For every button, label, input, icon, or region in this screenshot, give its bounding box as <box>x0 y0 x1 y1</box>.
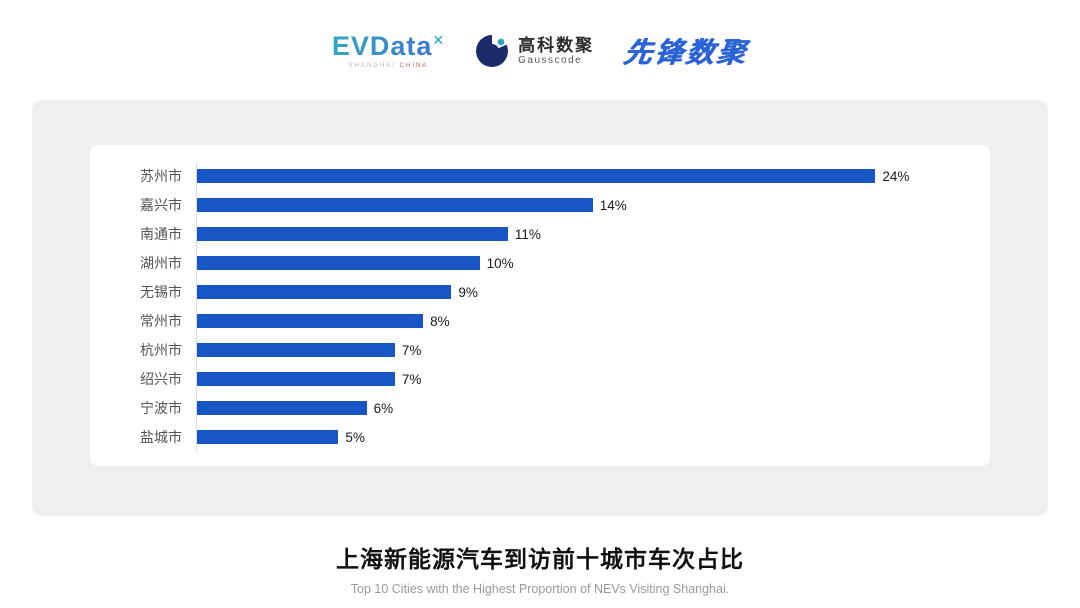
bar-row: 无锡市 9% <box>118 277 946 307</box>
bar-label: 宁波市 <box>140 400 182 416</box>
bar-row: 湖州市 10% <box>118 248 946 278</box>
bar-label: 无锡市 <box>140 284 182 300</box>
evdata-wordmark: EVData✕ <box>332 33 445 60</box>
bar <box>197 285 452 299</box>
bar-label: 湖州市 <box>140 255 182 271</box>
gausscode-name-cn: 高科数聚 <box>518 35 595 55</box>
bar-value: 11% <box>514 226 541 242</box>
bar-row: 宁波市 6% <box>118 393 946 423</box>
bar-area: 7% <box>196 364 946 394</box>
bar-area: 9% <box>196 277 946 307</box>
bar-label: 南通市 <box>140 226 182 242</box>
bar-value: 5% <box>345 429 365 445</box>
gausscode-logo: 高科数聚 Gausscode <box>475 34 594 68</box>
bar-value: 9% <box>458 284 478 300</box>
bar-area: 5% <box>196 422 946 452</box>
evdata-logo: EVData✕ SHANGHAI CHINA <box>332 33 445 69</box>
bar-area: 8% <box>196 306 946 336</box>
evdata-subtext-shanghai: SHANGHAI <box>348 63 396 69</box>
bar <box>197 372 395 386</box>
bar <box>197 430 339 444</box>
bar-label: 常州市 <box>140 313 182 329</box>
bar-value: 7% <box>401 371 422 387</box>
bar-value: 8% <box>430 313 450 329</box>
bar <box>197 198 593 212</box>
bar-value: 14% <box>599 197 627 213</box>
bar-row: 盐城市 5% <box>118 422 946 452</box>
bar-label: 苏州市 <box>140 168 182 184</box>
bar-label: 杭州市 <box>140 342 182 358</box>
bar-value: 10% <box>486 255 514 271</box>
bar <box>197 314 424 328</box>
chart-card: 苏州市 24% 嘉兴市 14% 南通市 11% 湖州市 10% 无锡市 9% 常州市 8% 杭州市 7% 绍… <box>90 145 990 466</box>
bar <box>197 169 876 183</box>
chart-panel: 苏州市 24% 嘉兴市 14% 南通市 11% 湖州市 10% 无锡市 9% 常州市 8% 杭州市 7% 绍… <box>32 100 1048 516</box>
evdata-subtext-china: CHINA <box>399 63 429 69</box>
bar-area: 11% <box>196 219 946 249</box>
bar-area: 6% <box>196 393 946 423</box>
bar-label: 盐城市 <box>140 429 182 445</box>
bar-area: 14% <box>196 190 946 220</box>
header: EVData✕ SHANGHAI CHINA 高科数聚 Gausscode 先锋… <box>0 0 1080 96</box>
bar-label: 绍兴市 <box>140 371 182 387</box>
bar-area: 24% <box>196 161 946 191</box>
bar-value: 24% <box>882 168 910 184</box>
bar-chart-rows: 苏州市 24% 嘉兴市 14% 南通市 11% 湖州市 10% 无锡市 9% 常州市 8% 杭州市 7% 绍… <box>118 161 946 452</box>
bar-area: 10% <box>196 248 946 278</box>
gausscode-circle-icon <box>476 34 509 67</box>
bar-label: 嘉兴市 <box>140 197 182 213</box>
chart-title: 上海新能源汽车到访前十城市车次占比 <box>336 546 744 572</box>
bar-row: 杭州市 7% <box>118 335 946 365</box>
bar <box>197 256 480 270</box>
bar-area: 7% <box>196 335 946 365</box>
evdata-subtext: SHANGHAI CHINA <box>349 63 429 69</box>
evdata-text: EVData <box>331 31 433 61</box>
bar-row: 常州市 8% <box>118 306 946 336</box>
gausscode-name-en: Gausscode <box>518 55 583 67</box>
bar-row: 苏州市 24% <box>118 161 946 191</box>
bar-value: 7% <box>401 342 422 358</box>
bar-row: 绍兴市 7% <box>118 364 946 394</box>
footer: 上海新能源汽车到访前十城市车次占比 Top 10 Cities with the… <box>0 540 1080 596</box>
bar-value: 6% <box>373 400 394 416</box>
bar-row: 嘉兴市 14% <box>118 190 946 220</box>
bar <box>197 401 367 415</box>
bar <box>197 343 395 357</box>
gausscode-texts: 高科数聚 Gausscode <box>518 36 594 67</box>
pioneer-logo: 先锋数聚 <box>621 37 751 68</box>
bar-row: 南通市 11% <box>118 219 946 249</box>
bar <box>197 227 508 241</box>
chart-subtitle: Top 10 Cities with the Highest Proportio… <box>350 582 730 596</box>
evdata-x-icon: ✕ <box>432 32 446 48</box>
